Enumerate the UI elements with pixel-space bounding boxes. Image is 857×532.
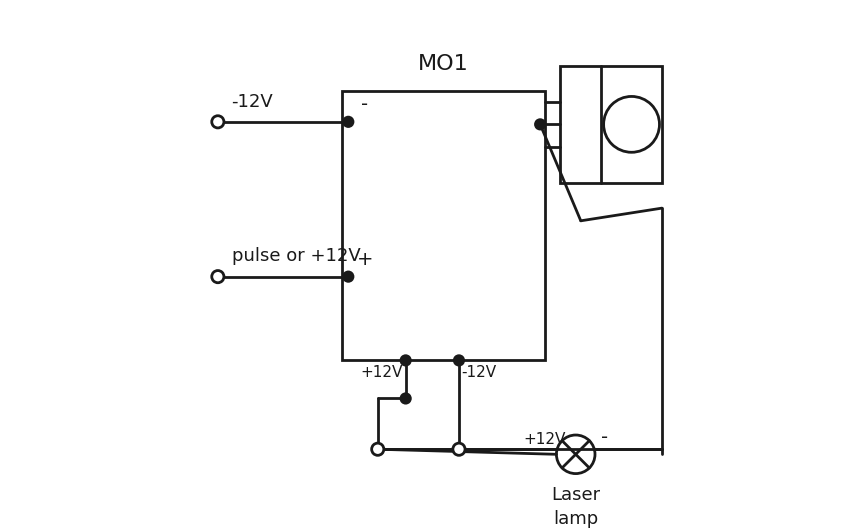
Text: Laser
lamp: Laser lamp [551,486,600,528]
Text: +12V: +12V [524,431,566,447]
Text: MO1: MO1 [418,54,469,73]
Circle shape [534,118,546,130]
Bar [560,66,662,182]
Text: +: + [357,250,374,269]
Text: pulse or +12V: pulse or +12V [231,247,360,265]
Text: -12V: -12V [461,365,496,380]
Circle shape [399,354,411,367]
Text: -12V: -12V [231,93,273,111]
Circle shape [452,354,465,367]
Circle shape [212,271,224,282]
Circle shape [342,116,355,128]
Circle shape [372,443,384,455]
Circle shape [342,271,355,282]
Text: -: - [362,95,369,114]
Text: +12V: +12V [361,365,403,380]
Text: -: - [601,428,608,447]
Circle shape [452,443,465,455]
Circle shape [399,393,411,404]
Circle shape [212,116,224,128]
Bar [342,92,545,360]
